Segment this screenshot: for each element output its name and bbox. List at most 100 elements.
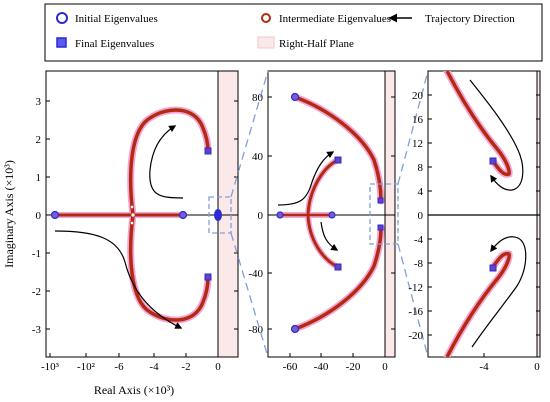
outer-lower-trace bbox=[294, 227, 383, 331]
traces-zoom-1 bbox=[280, 93, 385, 333]
y-tick-label: -2 bbox=[32, 286, 41, 298]
y-ticks-overview: 3 2 1 0 -1 -2 -3 bbox=[32, 96, 238, 336]
x-ticks-zoom-1: -60 -40 -20 0 bbox=[283, 353, 388, 373]
initial-eigenvalue-marker bbox=[50, 210, 60, 220]
trajectory-arrow-lower bbox=[471, 236, 527, 348]
x-tick-label: -60 bbox=[283, 361, 298, 373]
midpoint-upper bbox=[129, 204, 135, 210]
traces-zoom-2-upper bbox=[443, 71, 513, 178]
y-tick-label: 0 bbox=[258, 210, 264, 222]
y-tick-label: -12 bbox=[408, 282, 423, 294]
breakaway-point bbox=[130, 212, 136, 218]
legend-intermediate-label: Intermediate Eigenvalues bbox=[279, 13, 391, 25]
y-tick-label: 16 bbox=[412, 114, 424, 126]
y-tick-label: 40 bbox=[252, 151, 264, 163]
y-tick-label: 3 bbox=[36, 96, 42, 108]
y-tick-label: 8 bbox=[418, 162, 424, 174]
y-ticks-zoom-2: 20 16 12 8 4 0 -4 -8 -12 -16 -20 bbox=[408, 90, 540, 342]
x-axis-label: Real Axis (×10³) bbox=[94, 383, 174, 397]
x-tick-label: -20 bbox=[346, 361, 361, 373]
initial-eigenvalue-marker bbox=[276, 211, 284, 219]
initial-eigenvalue-marker bbox=[328, 211, 336, 219]
initial-eigenvalue-marker bbox=[290, 92, 300, 102]
zoom-connector-line bbox=[230, 232, 269, 358]
x-tick-label: -40 bbox=[314, 361, 329, 373]
zoom-connector-line bbox=[397, 70, 429, 185]
final-eigenvalue-marker bbox=[377, 197, 384, 204]
initial-eigenvalue-marker bbox=[178, 210, 188, 220]
outer-upper-trace bbox=[294, 95, 383, 202]
legend-intermediate-marker bbox=[261, 13, 271, 23]
x-tick-label: -4 bbox=[479, 361, 489, 373]
initial-eigenvalue-marker bbox=[290, 324, 300, 334]
x-tick-label: 0 bbox=[215, 361, 221, 373]
legend-final-marker bbox=[56, 37, 67, 48]
zoom-box-zoom-1 bbox=[369, 183, 399, 245]
y-axis-label: Imaginary Axis (×10³) bbox=[2, 160, 16, 268]
x-tick-label: 0 bbox=[534, 361, 540, 373]
traces-overview bbox=[52, 106, 212, 324]
plot-frame-zoom-1 bbox=[267, 70, 396, 358]
x-tick-label: 0 bbox=[382, 361, 388, 373]
y-tick-label: 80 bbox=[252, 92, 264, 104]
rhp-region-overview bbox=[218, 71, 238, 357]
midpoint-lower bbox=[129, 220, 135, 226]
final-eigenvalue-marker bbox=[489, 157, 497, 165]
y-tick-label: -3 bbox=[32, 324, 42, 336]
y-tick-label: -8 bbox=[414, 258, 424, 270]
x-tick-label: -10³ bbox=[41, 361, 60, 373]
trajectory-arrow-upper bbox=[469, 79, 524, 191]
x-tick-label: -2 bbox=[181, 361, 190, 373]
panel-zoom-2: 20 16 12 8 4 0 -4 -8 -12 -16 -20 -4 0 bbox=[408, 70, 541, 373]
final-eigenvalue-marker bbox=[489, 264, 497, 272]
zoom-connector-line bbox=[397, 243, 429, 358]
clustered-eigenvalues-marker bbox=[214, 209, 222, 221]
trajectory-arrow-lower bbox=[320, 221, 339, 251]
zoom-box-overview bbox=[208, 196, 232, 234]
legend-initial-label: Initial Eigenvalues bbox=[75, 13, 158, 25]
inner-upper-halo bbox=[305, 157, 341, 218]
zoom-connector-line bbox=[230, 70, 269, 198]
traces-zoom-2-lower bbox=[443, 250, 513, 357]
zoom-connectors bbox=[230, 70, 429, 358]
final-eigenvalue-marker bbox=[204, 273, 212, 281]
legend-rhp-swatch bbox=[257, 36, 275, 49]
final-eigenvalue-marker bbox=[334, 263, 342, 271]
legend-trajectory-label: Trajectory Direction bbox=[425, 13, 515, 25]
y-tick-label: -1 bbox=[32, 248, 41, 260]
trajectory-arrow-upper bbox=[277, 151, 335, 206]
upper-branch-trace-zoom-2 bbox=[445, 71, 511, 177]
x-tick-label: -6 bbox=[114, 361, 124, 373]
legend-final-label: Final Eigenvalues bbox=[75, 38, 154, 50]
rhp-region-zoom-1 bbox=[385, 71, 395, 357]
trajectory-arrow-lower bbox=[54, 230, 183, 329]
y-tick-label: 0 bbox=[418, 210, 424, 222]
y-tick-label: -40 bbox=[248, 268, 263, 280]
trajectory-arrow-upper bbox=[149, 125, 184, 199]
inner-lower-trace bbox=[306, 214, 339, 269]
x-tick-label: -4 bbox=[149, 361, 159, 373]
y-tick-label: 4 bbox=[418, 186, 424, 198]
y-tick-label: 1 bbox=[36, 172, 42, 184]
lower-branch-trace bbox=[128, 214, 210, 322]
upper-branch-trace bbox=[128, 108, 210, 216]
rhp-region-zoom-2 bbox=[537, 71, 540, 357]
final-eigenvalue-marker bbox=[334, 156, 342, 164]
legend-rhp-label: Right-Half Plane bbox=[279, 38, 354, 50]
y-tick-label: -4 bbox=[414, 234, 424, 246]
plot-frame-overview bbox=[45, 70, 239, 358]
y-tick-label: 0 bbox=[36, 210, 42, 222]
plot-frame-zoom-2 bbox=[427, 70, 541, 358]
legend-box bbox=[44, 3, 543, 62]
final-eigenvalue-marker bbox=[204, 147, 212, 155]
x-tick-label: -10² bbox=[77, 361, 96, 373]
legend: Initial Eigenvalues Intermediate Eigenva… bbox=[44, 3, 543, 62]
x-ticks-zoom-2: -4 0 bbox=[479, 353, 540, 373]
inner-upper-trace bbox=[306, 158, 339, 216]
y-tick-label: 20 bbox=[412, 90, 424, 102]
lower-branch-trace-zoom-2 bbox=[445, 251, 511, 357]
legend-initial-marker bbox=[56, 12, 68, 24]
